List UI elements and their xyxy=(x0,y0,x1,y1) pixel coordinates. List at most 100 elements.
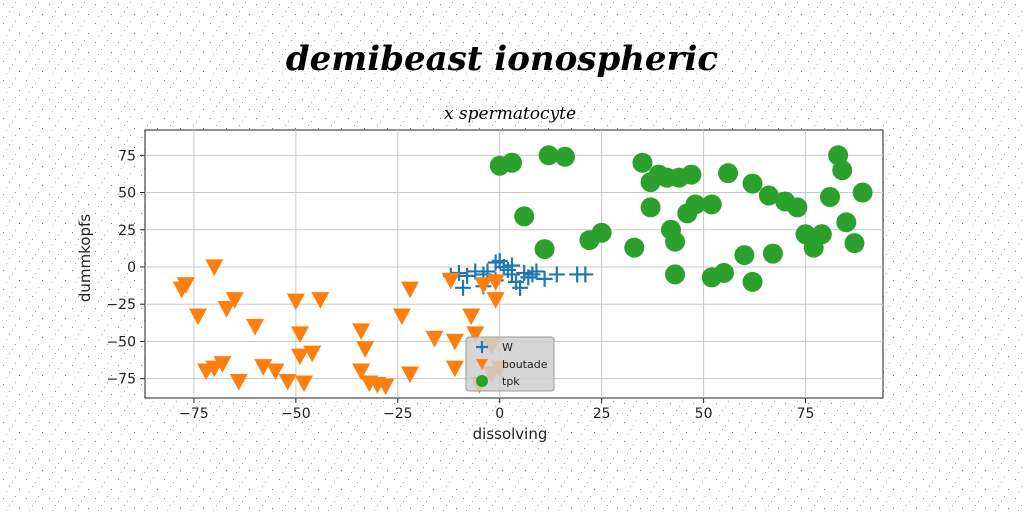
data-point xyxy=(811,224,832,245)
legend-marker xyxy=(476,341,488,353)
data-point xyxy=(758,185,779,206)
data-point xyxy=(536,270,553,287)
data-marks xyxy=(172,145,873,396)
data-point xyxy=(742,173,763,194)
data-point xyxy=(266,363,285,381)
data-point xyxy=(459,267,476,284)
y-tick-label: −75 xyxy=(106,372,136,388)
y-axis-label: dummkopfs xyxy=(76,214,94,302)
data-point xyxy=(356,341,375,358)
data-point xyxy=(352,323,371,340)
x-tick-label: 25 xyxy=(593,406,611,422)
data-point xyxy=(632,152,653,173)
data-point xyxy=(512,279,529,296)
data-point xyxy=(217,301,236,318)
data-point xyxy=(290,348,309,366)
data-point xyxy=(624,237,645,258)
x-tick-label: 50 xyxy=(695,406,713,422)
data-point xyxy=(205,259,224,276)
y-tick-label: 75 xyxy=(118,148,136,164)
x-tick-label: −50 xyxy=(281,406,311,422)
data-point xyxy=(455,279,472,296)
x-axis-label: dissolving xyxy=(473,425,548,443)
data-point xyxy=(254,359,273,376)
data-point xyxy=(819,187,840,207)
x-tick-label: 75 xyxy=(797,406,815,422)
data-point xyxy=(787,197,808,218)
data-point xyxy=(514,206,535,227)
data-point xyxy=(538,145,559,166)
data-point xyxy=(685,194,706,215)
data-point xyxy=(734,245,755,266)
data-point xyxy=(832,160,853,181)
data-point xyxy=(303,345,322,363)
data-point xyxy=(311,292,330,309)
legend-label: W xyxy=(502,341,513,354)
data-point xyxy=(503,266,520,283)
y-tick-label: −50 xyxy=(106,334,136,350)
y-tick-label: −25 xyxy=(106,297,136,313)
data-point xyxy=(189,308,208,326)
legend-box xyxy=(465,336,555,392)
data-point xyxy=(290,326,309,343)
data-point xyxy=(286,293,305,311)
data-point xyxy=(295,375,314,393)
data-point xyxy=(486,274,505,291)
data-point xyxy=(681,164,702,185)
data-point xyxy=(762,243,783,264)
data-point xyxy=(229,373,248,391)
data-point xyxy=(577,266,594,283)
data-point xyxy=(591,222,612,243)
data-point xyxy=(445,360,464,378)
data-point xyxy=(836,212,857,233)
data-point xyxy=(524,266,541,283)
data-point xyxy=(462,308,481,326)
data-point xyxy=(425,330,444,348)
data-point xyxy=(441,272,460,290)
data-point xyxy=(852,182,873,203)
data-point xyxy=(665,264,686,285)
data-point xyxy=(742,271,763,292)
data-point xyxy=(554,146,575,167)
series-tpk xyxy=(489,145,873,292)
data-point xyxy=(392,308,411,326)
x-axis-ticks: −75 −50 −25 0 25 50 75 xyxy=(179,398,814,422)
data-point xyxy=(246,318,265,336)
data-point xyxy=(701,194,722,215)
data-point xyxy=(718,163,739,184)
y-tick-label: 50 xyxy=(118,186,136,202)
x-tick-label: −75 xyxy=(179,406,209,422)
data-point xyxy=(665,231,686,252)
plot-area: −75 −50 −25 0 25 50 75 −75 −50 −25 0 25 50 75 xyxy=(106,129,884,422)
data-point xyxy=(520,269,537,286)
y-tick-label: 25 xyxy=(118,223,136,239)
data-point xyxy=(401,281,420,299)
data-point xyxy=(467,263,484,280)
data-point xyxy=(640,197,661,218)
legend-marker xyxy=(476,375,488,387)
data-point xyxy=(352,363,371,381)
data-point xyxy=(474,277,493,294)
legend-marker xyxy=(476,358,488,370)
x-tick-label: −25 xyxy=(383,406,413,422)
legend-label: boutade xyxy=(502,358,548,371)
data-point xyxy=(225,292,244,309)
data-point xyxy=(213,356,232,373)
y-tick-label: 0 xyxy=(127,260,136,276)
data-point xyxy=(534,239,555,260)
chart-title: demibeast ionospheric xyxy=(286,39,719,79)
y-axis-ticks: −75 −50 −25 0 25 50 75 xyxy=(106,148,145,388)
data-point xyxy=(487,254,504,271)
data-point xyxy=(528,263,545,280)
x-tick-label: 0 xyxy=(495,406,504,422)
data-point xyxy=(466,326,485,343)
data-point xyxy=(376,378,395,396)
data-point xyxy=(278,373,297,391)
data-point xyxy=(713,262,734,283)
data-point xyxy=(548,266,565,283)
data-point xyxy=(445,333,464,351)
chart-subtitle: x spermatocyte xyxy=(444,104,576,124)
data-point xyxy=(486,292,505,309)
